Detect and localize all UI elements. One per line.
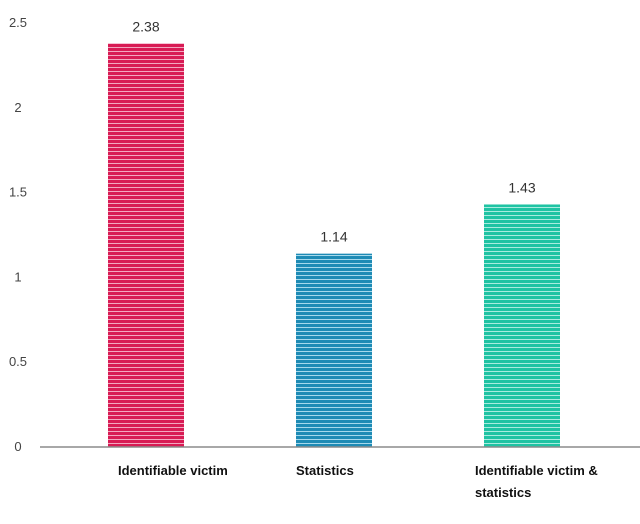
bar xyxy=(296,253,372,447)
y-tick-label: 0 xyxy=(14,439,21,454)
x-tick-label: Identifiable victim & xyxy=(475,463,598,478)
y-tick-label: 0.5 xyxy=(9,354,27,369)
y-tick-label: 2 xyxy=(14,100,21,115)
bar xyxy=(484,204,560,447)
y-tick-label: 1.5 xyxy=(9,185,27,200)
y-tick-label: 1 xyxy=(14,269,21,284)
data-label: 1.14 xyxy=(320,229,347,245)
x-axis: Identifiable victim Statistics Identifiabl… xyxy=(40,446,640,500)
data-label: 1.43 xyxy=(508,179,535,195)
bars xyxy=(108,43,560,448)
data-label: 2.38 xyxy=(132,18,159,34)
x-tick-label: statistics xyxy=(475,485,531,500)
data-labels: 2.38 1.14 1.43 xyxy=(132,18,535,244)
x-tick-label: Statistics xyxy=(296,463,354,478)
y-axis: 0 0.5 1 1.5 2 2.5 xyxy=(9,15,27,454)
y-tick-label: 2.5 xyxy=(9,15,27,30)
x-tick-label: Identifiable victim xyxy=(118,463,228,478)
bar xyxy=(108,43,184,448)
